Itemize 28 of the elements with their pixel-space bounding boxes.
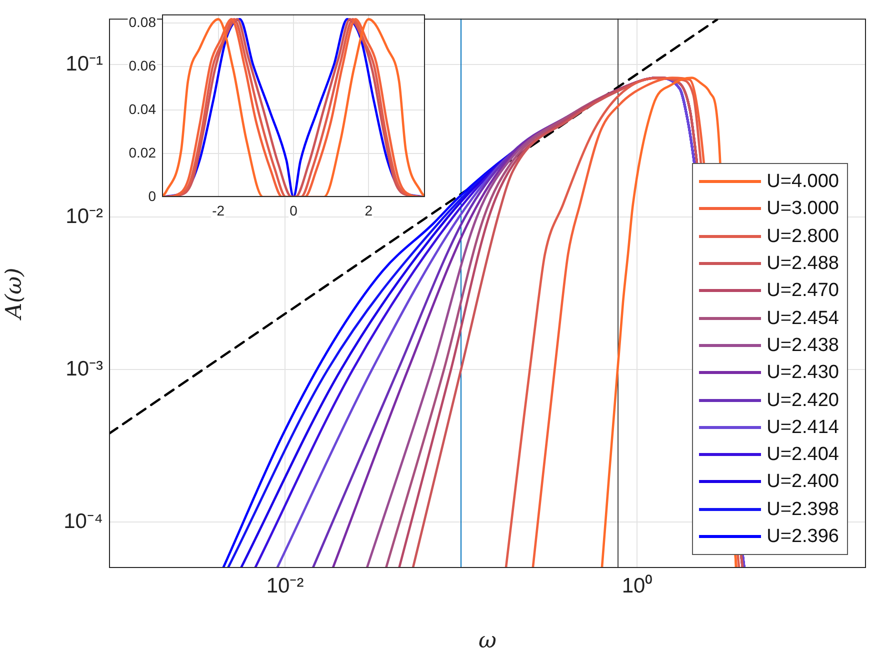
legend-label: U=2.398 [766,498,839,520]
x-tick-label: 2 [364,202,373,218]
y-tick-label: 0.06 [128,57,156,74]
legend-label: U=3.000 [766,198,839,220]
y-tick-label: 0.04 [128,100,156,117]
legend-label: U=2.396 [766,526,839,547]
y-axis-title: A(ω) [2,268,27,321]
y-tick-label: 0 [148,188,156,204]
legend-label: U=2.404 [766,444,839,466]
x-tick-label: 10⁰ [622,574,652,598]
legend-label: U=2.800 [766,226,839,247]
x-tick-label: -2 [212,202,225,218]
legend-label: U=2.430 [766,362,839,384]
legend-label: U=2.420 [766,390,839,411]
y-tick-label: 10⁻⁴ [64,510,103,533]
y-tick-label: 0.08 [128,14,156,30]
y-tick-label: 0.02 [128,144,156,160]
x-axis-title: ω [478,628,497,654]
legend-label: U=4.000 [766,171,839,192]
legend-label: U=2.488 [766,253,839,274]
y-tick-label: 10⁻³ [66,357,103,380]
legend-label: U=2.400 [766,471,839,492]
legend-label: U=2.454 [766,308,839,329]
legend-label: U=2.414 [766,416,839,438]
x-tick-label: 0 [290,202,298,218]
y-tick-label: 10⁻¹ [66,52,103,76]
legend-label: U=2.470 [766,280,839,302]
legend-label: U=2.438 [766,334,839,356]
